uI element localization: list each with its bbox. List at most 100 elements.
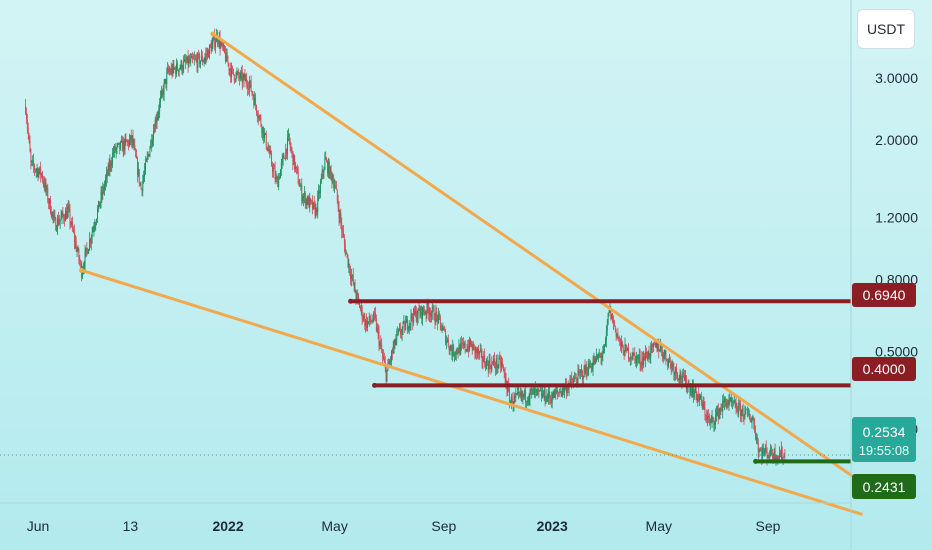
candle-body	[668, 360, 669, 367]
candle-body	[446, 339, 448, 341]
candle-body	[26, 119, 28, 128]
candle-body	[438, 314, 439, 323]
candle-body	[309, 198, 311, 208]
candle-body	[477, 348, 479, 353]
candle-body	[740, 404, 741, 416]
candle-body	[193, 58, 195, 60]
candle-body	[548, 391, 550, 399]
candle-body	[527, 400, 529, 403]
candle-body	[617, 334, 619, 338]
candle-body	[417, 308, 419, 318]
candle-body	[153, 130, 155, 133]
candle-body	[329, 166, 331, 178]
candle-body	[399, 328, 401, 335]
candle-body	[405, 322, 407, 331]
candle-body	[456, 349, 458, 353]
time-axis-tick-label: Jun	[27, 518, 50, 534]
candle-body	[446, 340, 447, 344]
candle-body	[404, 321, 406, 331]
price-axis-tick-label: 3.0000	[875, 70, 918, 86]
time-axis[interactable]: Jun 13 2022 May Sep 2023 May Sep	[27, 518, 781, 534]
candle-body	[28, 134, 30, 141]
lower-trendline[interactable]	[80, 268, 863, 516]
candle-body	[418, 308, 420, 312]
candle-body	[182, 69, 184, 71]
candle-body	[161, 90, 163, 92]
resistance-upper-anchor[interactable]	[348, 298, 354, 304]
candle-body	[218, 36, 220, 45]
candle-body	[359, 301, 360, 308]
candle-body	[383, 358, 385, 363]
candle-body	[483, 355, 485, 362]
candle-body	[560, 391, 562, 395]
candle-body	[368, 315, 370, 322]
candle-body	[581, 371, 582, 372]
candle-body	[370, 321, 372, 322]
resistance-lower-anchor[interactable]	[372, 382, 378, 388]
currency-selector-button[interactable]: USDT	[857, 9, 915, 49]
candle-body	[124, 138, 126, 151]
time-axis-tick-label: May	[646, 518, 672, 534]
candle-body	[386, 369, 388, 382]
candle-body	[290, 147, 292, 150]
upper-trendline-anchor[interactable]	[210, 31, 216, 37]
candle-body	[64, 219, 66, 222]
candle-body	[494, 365, 496, 369]
candle-body	[97, 201, 99, 210]
candle-body	[636, 355, 638, 364]
candle-body	[711, 416, 713, 421]
candle-body	[406, 319, 408, 323]
candle-body	[145, 159, 147, 162]
support-anchor[interactable]	[753, 458, 759, 464]
candle-body	[72, 221, 74, 230]
candle-body	[535, 389, 537, 391]
candle-body	[740, 409, 742, 416]
candle-body	[242, 76, 244, 83]
candle-body	[151, 140, 153, 145]
candle-body	[749, 418, 751, 422]
candle-body	[633, 352, 635, 354]
candle-body	[580, 371, 582, 374]
candle-body	[257, 117, 259, 119]
lower-trendline-anchor[interactable]	[79, 267, 85, 273]
candle-body	[330, 166, 332, 174]
candle-body	[335, 186, 337, 190]
candle-body	[165, 78, 167, 85]
candle-body	[750, 420, 752, 422]
candle-body	[391, 351, 393, 354]
candle-body	[112, 153, 114, 164]
candle-body	[251, 91, 253, 94]
candle-body	[567, 387, 569, 390]
candle-body	[33, 165, 35, 170]
candle-body	[339, 213, 341, 219]
candle-body	[152, 140, 154, 145]
candle-body	[230, 69, 232, 78]
candle-body	[454, 354, 456, 356]
candle-body	[45, 182, 47, 191]
candle-body	[436, 311, 438, 316]
upper-trendline[interactable]	[211, 32, 863, 484]
candle-body	[39, 166, 41, 172]
candle-body	[236, 73, 238, 74]
candle-body	[148, 154, 150, 156]
candle-body	[177, 70, 179, 73]
candle-body	[441, 330, 443, 332]
candle-body	[739, 402, 741, 405]
candle-body	[92, 229, 94, 232]
candle-body	[57, 218, 59, 225]
candle-body	[414, 309, 415, 315]
candle-body	[532, 388, 534, 391]
candle-body	[174, 68, 176, 70]
candle-body	[115, 148, 117, 152]
candle-body	[204, 57, 206, 61]
candle-body	[595, 356, 597, 364]
candle-body	[311, 200, 312, 202]
candle-body	[708, 417, 710, 423]
candle-body	[49, 198, 51, 214]
candle-body	[346, 252, 348, 255]
candle-body	[621, 342, 622, 347]
candle-body	[458, 345, 460, 354]
candle-body	[211, 43, 213, 52]
candle-body	[194, 58, 196, 60]
